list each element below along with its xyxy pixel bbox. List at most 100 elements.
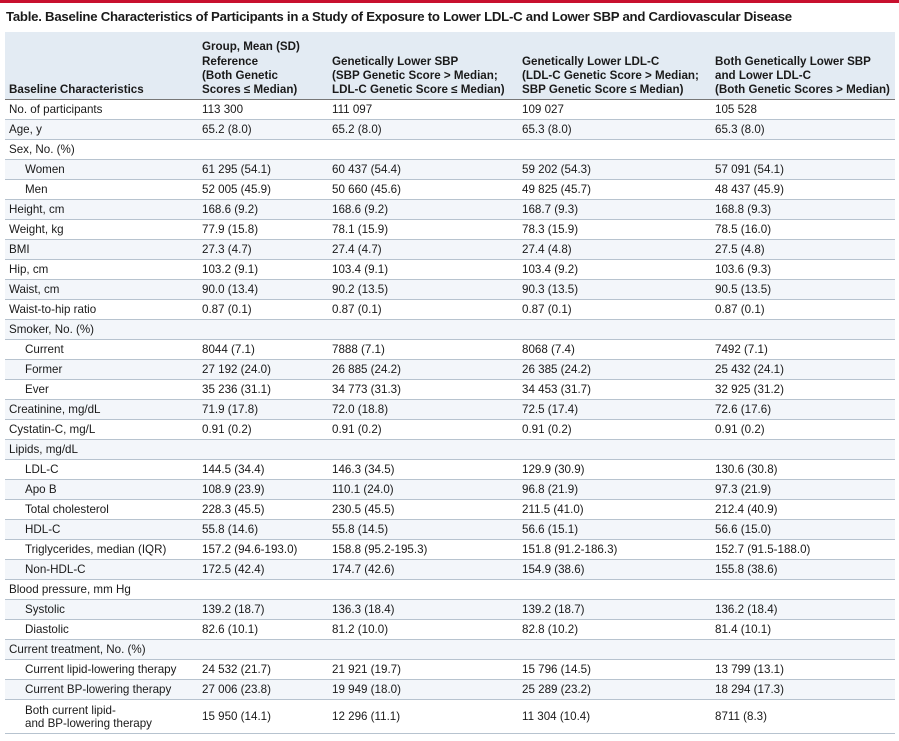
cell: 52 005 (45.9) <box>198 179 328 200</box>
column-header: Genetically Lower LDL-C (LDL-C Genetic Sc… <box>518 55 711 100</box>
row-label: No. of participants <box>5 99 198 120</box>
cell: 77.9 (15.8) <box>198 219 328 240</box>
cell: 7888 (7.1) <box>328 339 518 360</box>
cell: 57 091 (54.1) <box>711 159 896 180</box>
group-row: Lipids, mg/dL <box>5 439 896 460</box>
cell: 27 192 (24.0) <box>198 359 328 380</box>
cell: 81.4 (10.1) <box>711 619 896 640</box>
cell: 168.8 (9.3) <box>711 199 896 220</box>
cell: 146.3 (34.5) <box>328 459 518 480</box>
cell-line: and Lower LDL-C <box>715 69 811 82</box>
cell-line: LDL-C Genetic Score ≤ Median) <box>332 83 505 96</box>
cell: 103.2 (9.1) <box>198 259 328 280</box>
cell: 136.3 (18.4) <box>328 599 518 620</box>
cell: 8044 (7.1) <box>198 339 328 360</box>
cell: 168.7 (9.3) <box>518 199 711 220</box>
header-cell <box>5 32 198 55</box>
cell <box>328 639 518 660</box>
cell: 168.6 (9.2) <box>328 199 518 220</box>
cell: 130.6 (30.8) <box>711 459 896 480</box>
cell: 27.3 (4.7) <box>198 239 328 260</box>
table-row: No. of participants 113 300 111 097 109 027… <box>5 99 896 120</box>
cell: 19 949 (18.0) <box>328 679 518 700</box>
cell: 27 006 (23.8) <box>198 679 328 700</box>
cell <box>518 439 711 460</box>
cell: 0.87 (0.1) <box>518 299 711 320</box>
cell: 21 921 (19.7) <box>328 659 518 680</box>
cell: 136.2 (18.4) <box>711 599 896 620</box>
cell-line: SBP Genetic Score ≤ Median) <box>522 83 684 96</box>
cell: 0.91 (0.2) <box>328 419 518 440</box>
cell <box>711 579 896 600</box>
cell: 113 300 <box>198 99 328 120</box>
table-row: Current lipid-lowering therapy 24 532 (21… <box>5 659 896 680</box>
cell <box>518 639 711 660</box>
table-row: Both current lipid-and BP-lowering thera… <box>5 699 896 734</box>
cell: 228.3 (45.5) <box>198 499 328 520</box>
table-row: Women 61 295 (54.1) 60 437 (54.4) 59 202 (5… <box>5 159 896 180</box>
row-label: Waist, cm <box>5 279 198 300</box>
cell: 35 236 (31.1) <box>198 379 328 400</box>
cell: 103.4 (9.2) <box>518 259 711 280</box>
cell-line: (Both Genetic <box>202 69 279 82</box>
cell: 90.3 (13.5) <box>518 279 711 300</box>
cell: 18 294 (17.3) <box>711 679 896 700</box>
cell-line: (LDL-C Genetic Score > Median; <box>522 69 699 82</box>
cell <box>711 439 896 460</box>
group-label: Lipids, mg/dL <box>5 439 198 460</box>
cell: 78.1 (15.9) <box>328 219 518 240</box>
row-label: Height, cm <box>5 199 198 220</box>
cell: 158.8 (95.2-195.3) <box>328 539 518 560</box>
cell <box>198 319 328 340</box>
column-header: Genetically Lower SBP (SBP Genetic Score … <box>328 55 518 100</box>
group-row: Smoker, No. (%) <box>5 319 896 340</box>
group-label: Sex, No. (%) <box>5 139 198 160</box>
row-label: Cystatin-C, mg/L <box>5 419 198 440</box>
cell: 230.5 (45.5) <box>328 499 518 520</box>
table-row: Age, y 65.2 (8.0) 65.2 (8.0) 65.3 (8.0) 65.3… <box>5 119 896 140</box>
table-row: LDL-C 144.5 (34.4) 146.3 (34.5) 129.9 (30.9… <box>5 459 896 480</box>
cell <box>328 139 518 160</box>
cell: 97.3 (21.9) <box>711 479 896 500</box>
cell: 72.0 (18.8) <box>328 399 518 420</box>
row-label: Men <box>5 179 198 200</box>
cell: 172.5 (42.4) <box>198 559 328 580</box>
row-label: Apo B <box>5 479 198 500</box>
row-label: Current <box>5 339 198 360</box>
table-row: Height, cm 168.6 (9.2) 168.6 (9.2) 168.7 (9… <box>5 199 896 220</box>
cell: 72.6 (17.6) <box>711 399 896 420</box>
cell <box>711 319 896 340</box>
cell: 72.5 (17.4) <box>518 399 711 420</box>
cell: 34 453 (31.7) <box>518 379 711 400</box>
cell <box>518 319 711 340</box>
row-label: Creatinine, mg/dL <box>5 399 198 420</box>
cell: 8711 (8.3) <box>711 699 896 734</box>
table-row: Total cholesterol 228.3 (45.5) 230.5 (45.5… <box>5 499 896 520</box>
cell: 82.8 (10.2) <box>518 619 711 640</box>
cell: 111 097 <box>328 99 518 120</box>
cell: 56.6 (15.0) <box>711 519 896 540</box>
group-row: Sex, No. (%) <box>5 139 896 160</box>
table-row: Apo B 108.9 (23.9) 110.1 (24.0) 96.8 (21.9)… <box>5 479 896 500</box>
cell: 15 796 (14.5) <box>518 659 711 680</box>
column-header: Baseline Characteristics <box>5 55 198 100</box>
cell: 103.4 (9.1) <box>328 259 518 280</box>
cell: 90.0 (13.4) <box>198 279 328 300</box>
cell <box>711 639 896 660</box>
row-label: Total cholesterol <box>5 499 198 520</box>
top-rule <box>0 0 899 3</box>
cell: 108.9 (23.9) <box>198 479 328 500</box>
cell <box>328 319 518 340</box>
table-row: BMI 27.3 (4.7) 27.4 (4.7) 27.4 (4.8) 27.5 (4… <box>5 239 896 260</box>
cell: 13 799 (13.1) <box>711 659 896 680</box>
cell: 65.3 (8.0) <box>711 119 896 140</box>
cell: 103.6 (9.3) <box>711 259 896 280</box>
group-header: Group, Mean (SD) <box>198 32 896 55</box>
cell-line: Reference <box>202 55 259 68</box>
cell: 155.8 (38.6) <box>711 559 896 580</box>
group-label: Smoker, No. (%) <box>5 319 198 340</box>
cell: 65.2 (8.0) <box>328 119 518 140</box>
table-title: Table. Baseline Characteristics of Parti… <box>6 9 792 24</box>
cell: 152.7 (91.5-188.0) <box>711 539 896 560</box>
cell <box>328 579 518 600</box>
